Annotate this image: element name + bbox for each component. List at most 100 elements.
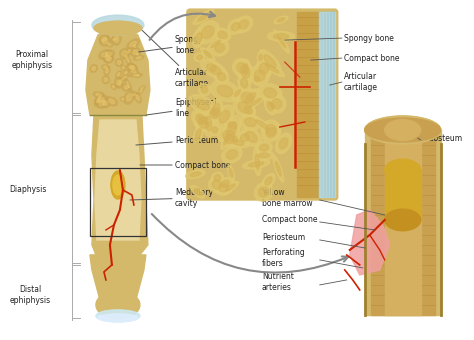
Ellipse shape	[220, 181, 229, 187]
Ellipse shape	[116, 71, 121, 78]
Ellipse shape	[117, 61, 121, 65]
Ellipse shape	[238, 20, 248, 29]
Ellipse shape	[255, 183, 273, 201]
Ellipse shape	[264, 88, 277, 98]
Ellipse shape	[258, 84, 282, 102]
Ellipse shape	[218, 31, 227, 38]
Ellipse shape	[205, 116, 212, 131]
Ellipse shape	[225, 119, 240, 132]
Ellipse shape	[94, 21, 142, 35]
Ellipse shape	[254, 76, 260, 82]
Ellipse shape	[214, 28, 231, 41]
Ellipse shape	[200, 121, 209, 128]
Ellipse shape	[131, 70, 136, 73]
Ellipse shape	[222, 130, 235, 140]
Ellipse shape	[133, 45, 136, 48]
Ellipse shape	[262, 124, 280, 142]
Ellipse shape	[103, 53, 112, 62]
Ellipse shape	[207, 64, 221, 75]
Ellipse shape	[194, 113, 212, 128]
Ellipse shape	[118, 80, 122, 84]
Ellipse shape	[122, 51, 128, 56]
Ellipse shape	[194, 188, 201, 195]
Ellipse shape	[274, 30, 289, 53]
Ellipse shape	[115, 58, 123, 66]
Text: Periosteum: Periosteum	[136, 136, 218, 145]
Ellipse shape	[195, 129, 201, 139]
Ellipse shape	[209, 99, 223, 119]
Ellipse shape	[201, 86, 208, 93]
Ellipse shape	[215, 105, 234, 128]
Text: Compact bone: Compact bone	[140, 160, 230, 170]
Ellipse shape	[245, 118, 256, 126]
Ellipse shape	[259, 153, 270, 158]
Ellipse shape	[110, 37, 120, 41]
Ellipse shape	[215, 43, 225, 52]
Ellipse shape	[106, 68, 109, 73]
Ellipse shape	[277, 18, 285, 22]
Ellipse shape	[96, 93, 101, 96]
Ellipse shape	[201, 59, 227, 79]
Ellipse shape	[106, 41, 112, 47]
Ellipse shape	[226, 150, 237, 159]
Ellipse shape	[245, 106, 252, 114]
Ellipse shape	[124, 85, 128, 89]
Ellipse shape	[243, 64, 248, 74]
Ellipse shape	[130, 41, 137, 47]
Ellipse shape	[134, 55, 144, 60]
Ellipse shape	[273, 34, 289, 39]
Ellipse shape	[104, 78, 108, 82]
Ellipse shape	[269, 102, 274, 108]
Ellipse shape	[92, 15, 144, 35]
Ellipse shape	[265, 64, 279, 73]
Ellipse shape	[261, 120, 281, 140]
Ellipse shape	[238, 74, 251, 92]
Ellipse shape	[231, 134, 239, 145]
Ellipse shape	[105, 55, 114, 63]
Ellipse shape	[100, 36, 110, 46]
Ellipse shape	[105, 55, 110, 60]
Ellipse shape	[130, 66, 135, 70]
Ellipse shape	[199, 84, 210, 96]
Ellipse shape	[222, 146, 242, 163]
Ellipse shape	[259, 187, 269, 197]
Ellipse shape	[210, 65, 216, 71]
Ellipse shape	[237, 131, 253, 144]
Ellipse shape	[122, 76, 127, 79]
Text: Yellow
bone marrow: Yellow bone marrow	[262, 188, 312, 208]
Ellipse shape	[138, 87, 144, 94]
Ellipse shape	[222, 182, 239, 193]
Ellipse shape	[112, 85, 115, 88]
Text: Distal
ephiphysis: Distal ephiphysis	[9, 285, 51, 305]
Ellipse shape	[208, 63, 219, 74]
Ellipse shape	[125, 79, 131, 91]
Ellipse shape	[365, 116, 441, 144]
Ellipse shape	[221, 130, 237, 147]
Ellipse shape	[251, 116, 274, 133]
Ellipse shape	[267, 102, 273, 111]
FancyBboxPatch shape	[187, 9, 338, 200]
Ellipse shape	[210, 80, 239, 102]
Ellipse shape	[201, 26, 214, 38]
Ellipse shape	[191, 186, 205, 198]
Text: Spongy bone: Spongy bone	[344, 34, 393, 42]
Ellipse shape	[194, 53, 205, 62]
Ellipse shape	[266, 100, 277, 111]
Ellipse shape	[246, 132, 257, 142]
Bar	[319, 12, 335, 197]
Ellipse shape	[96, 291, 140, 319]
Ellipse shape	[99, 100, 105, 105]
Ellipse shape	[211, 39, 228, 56]
Ellipse shape	[107, 43, 111, 46]
Ellipse shape	[207, 37, 225, 51]
Ellipse shape	[140, 89, 143, 92]
Ellipse shape	[242, 159, 270, 169]
Ellipse shape	[120, 74, 129, 81]
Ellipse shape	[236, 88, 258, 108]
Text: Medullary
cavity: Medullary cavity	[130, 188, 213, 208]
Ellipse shape	[233, 58, 251, 77]
Ellipse shape	[127, 82, 130, 88]
Ellipse shape	[273, 155, 284, 182]
Ellipse shape	[264, 55, 276, 68]
Bar	[385, 132, 421, 315]
